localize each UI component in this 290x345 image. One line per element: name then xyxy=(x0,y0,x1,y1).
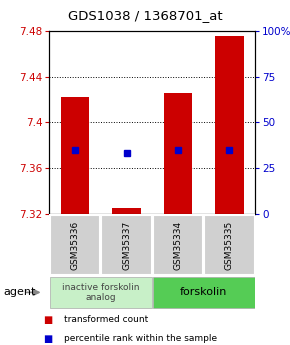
Polygon shape xyxy=(50,215,100,275)
Polygon shape xyxy=(50,277,152,308)
Polygon shape xyxy=(153,215,203,275)
Text: percentile rank within the sample: percentile rank within the sample xyxy=(64,334,217,343)
Bar xyxy=(164,93,192,214)
Polygon shape xyxy=(204,215,255,275)
Text: GSM35335: GSM35335 xyxy=(225,220,234,269)
Text: agent: agent xyxy=(3,287,35,297)
Text: forskolin: forskolin xyxy=(180,287,227,297)
Text: GSM35337: GSM35337 xyxy=(122,220,131,269)
Bar xyxy=(61,97,89,214)
Bar xyxy=(215,36,244,214)
Text: inactive forskolin
analog: inactive forskolin analog xyxy=(62,283,139,302)
Bar xyxy=(112,208,141,214)
Polygon shape xyxy=(153,277,255,308)
Polygon shape xyxy=(101,215,152,275)
Text: transformed count: transformed count xyxy=(64,315,148,325)
Text: GSM35334: GSM35334 xyxy=(173,220,182,269)
Text: ■: ■ xyxy=(44,334,53,344)
Text: GSM35336: GSM35336 xyxy=(70,220,79,269)
Text: ■: ■ xyxy=(44,315,53,325)
Text: GDS1038 / 1368701_at: GDS1038 / 1368701_at xyxy=(68,9,222,22)
